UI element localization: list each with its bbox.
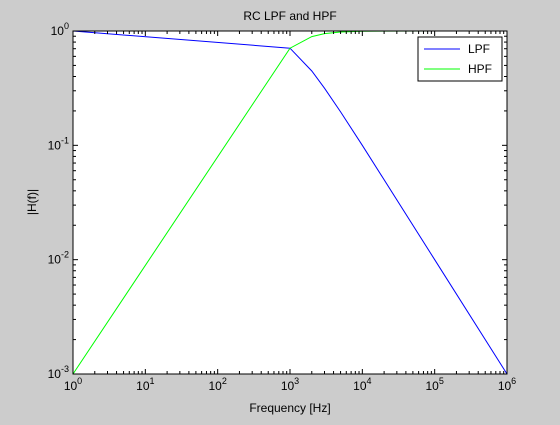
chart-title: RC LPF and HPF (243, 9, 336, 23)
x-tick-label: 100 (64, 376, 82, 393)
x-tick-label: 102 (208, 376, 226, 393)
x-tick-label: 101 (136, 376, 154, 393)
x-tick-label: 104 (353, 376, 371, 393)
plot-area (73, 31, 507, 374)
legend-label-lpf: LPF (468, 42, 490, 56)
y-tick-label: 10-1 (48, 135, 69, 152)
legend-label-hpf: HPF (468, 62, 492, 76)
x-tick-label: 106 (498, 376, 516, 393)
x-axis-label: Frequency [Hz] (249, 401, 330, 415)
y-tick-label: 100 (51, 21, 69, 38)
y-tick-label: 10-2 (48, 250, 69, 267)
x-tick-label: 105 (425, 376, 443, 393)
legend: LPF HPF (418, 37, 502, 81)
y-axis-label: |H(f)| (25, 189, 39, 215)
x-tick-label: 103 (281, 376, 299, 393)
